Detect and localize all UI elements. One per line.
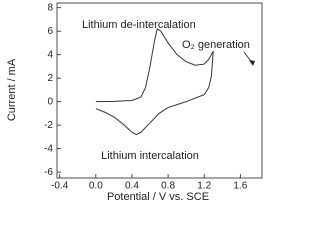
arrow xyxy=(243,51,255,66)
y-tick-label: 6 xyxy=(47,26,53,37)
y-tick-label: -6 xyxy=(44,167,53,178)
annotation: Lithium intercalation xyxy=(101,150,199,162)
x-tick-label: 0.0 xyxy=(89,181,103,192)
chart: Potential / V vs. SCE Current / mA Lithi… xyxy=(6,2,263,203)
data-line xyxy=(95,28,214,136)
y-axis-label: Current / mA xyxy=(6,58,18,121)
plot-frame xyxy=(56,2,263,179)
y-tick-label: 0 xyxy=(47,96,53,107)
annotation: Lithium de-intercalation xyxy=(82,19,196,31)
y-tick-label: -4 xyxy=(44,143,53,154)
x-tick-label: 1.6 xyxy=(233,181,247,192)
y-tick-label: -2 xyxy=(44,120,53,131)
y-tick-label: 8 xyxy=(47,2,53,13)
x-axis-label: Potential / V vs. SCE xyxy=(107,191,209,203)
x-tick-label: -0.4 xyxy=(51,181,69,192)
x-tick-label: 1.2 xyxy=(197,181,211,192)
x-tick-label: 0.8 xyxy=(161,181,175,192)
x-tick-label: 0.4 xyxy=(125,181,139,192)
y-tick-label: 4 xyxy=(47,49,53,60)
y-tick-label: 2 xyxy=(47,73,53,84)
annotation: O₂ generation xyxy=(182,39,250,51)
